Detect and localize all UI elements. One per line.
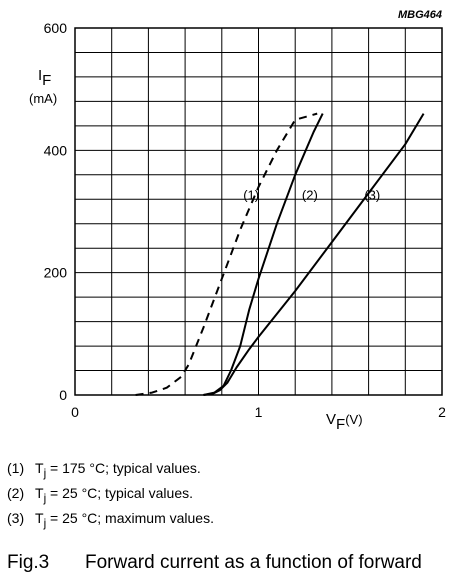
x-tick-label: 0 [71, 404, 79, 420]
series-line-3 [203, 113, 425, 396]
figure-number: Fig.3 [7, 552, 50, 573]
legend-subscript: j [43, 516, 47, 530]
y-tick-label: 200 [44, 265, 68, 281]
x-tick-label: 1 [255, 404, 263, 420]
y-axis-label: IF [38, 67, 51, 89]
series-label-2: (2) [302, 187, 318, 202]
legend-rest: = 25 °C; maximum values. [46, 510, 214, 526]
legend-number: (1) [7, 460, 25, 476]
legend-rest: = 175 °C; typical values. [46, 460, 201, 476]
legend-rest: = 25 °C; typical values. [46, 485, 193, 501]
series-label-1: (1) [243, 187, 259, 202]
legend-number: (2) [7, 485, 25, 501]
x-axis-symbol: V [326, 411, 336, 428]
figure-id: MBG464 [398, 9, 442, 21]
y-axis-unit: (mA) [29, 91, 57, 106]
chart-curves [135, 112, 425, 396]
x-tick-labels: 0 1 2 [71, 404, 446, 420]
legend-item-1: (1) Tj = 175 °C; typical values. [7, 460, 201, 482]
y-tick-label: 400 [44, 142, 68, 158]
series-line-2 [203, 113, 324, 396]
y-axis-symbol: I [38, 67, 42, 84]
caption-text: Forward current as a function of forward [85, 552, 422, 573]
y-axis-subscript: F [42, 72, 51, 89]
x-tick-label: 2 [438, 404, 446, 420]
legend-text: T [35, 510, 44, 526]
legend-item-3: (3) Tj = 25 °C; maximum values. [7, 510, 214, 532]
y-tick-labels: 0 200 400 600 [44, 20, 68, 403]
chart-grid [74, 27, 443, 396]
legend-item-2: (2) Tj = 25 °C; typical values. [7, 485, 193, 507]
curve-labels: (1) (2) (3) [243, 187, 380, 202]
series-label-3: (3) [364, 187, 380, 202]
x-axis-subscript: F [336, 416, 345, 433]
legend-subscript: j [43, 491, 47, 505]
y-tick-label: 0 [59, 387, 67, 403]
x-axis-unit: (V) [345, 412, 362, 427]
legend-subscript: j [43, 466, 47, 480]
series-line-1 [135, 112, 318, 396]
legend-text: T [35, 460, 44, 476]
legend-text: T [35, 485, 44, 501]
figure-caption: Fig.3 Forward current as a function of fo… [7, 552, 422, 574]
y-tick-label: 600 [44, 20, 68, 36]
plot-frame [74, 27, 443, 396]
x-axis-label: VF(V) [326, 411, 363, 433]
legend-number: (3) [7, 510, 25, 526]
